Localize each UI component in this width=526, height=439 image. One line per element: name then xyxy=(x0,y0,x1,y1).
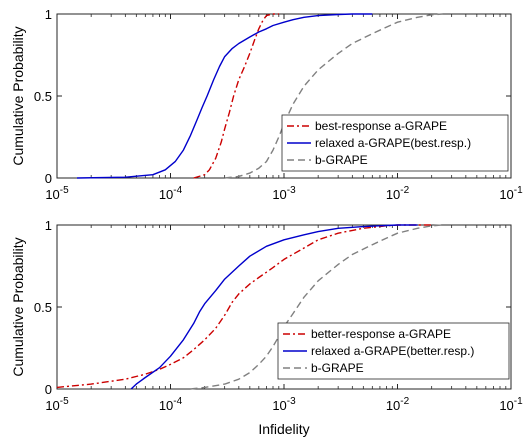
legend: best-response a-GRAPE relaxed a-GRAPE(bes… xyxy=(281,114,509,172)
legend-entry-label: relaxed a-GRAPE(better.resp.) xyxy=(311,344,474,358)
y-tick-label: 0 xyxy=(45,382,52,397)
x-tick-label: 10-5 xyxy=(45,396,69,413)
y-axis-label: Cumulative Probability xyxy=(10,237,26,376)
legend-box xyxy=(277,322,510,380)
x-tick-label: 10-2 xyxy=(386,396,410,413)
subplot-1: 10-5 10-4 10-3 10-2 10-1 0 0.5 1 Cumulative Prob… xyxy=(10,7,523,202)
x-axis-label: Infidelity xyxy=(258,421,309,437)
y-tick-label: 0 xyxy=(45,171,52,186)
x-tick-label: 10-5 xyxy=(45,185,69,202)
subplot-2: 10-5 10-4 10-3 10-2 10-1 0 0.5 1 Cumulative Prob… xyxy=(10,218,523,437)
x-tick-label: 10-4 xyxy=(159,396,183,413)
legend-entry-label: b-GRAPE xyxy=(311,361,364,375)
series-line-3 xyxy=(224,13,443,179)
x-tick-label: 10-3 xyxy=(272,185,296,202)
y-tick-label: 0.5 xyxy=(34,300,52,315)
x-tick-label: 10-1 xyxy=(499,185,523,202)
series-line-2 xyxy=(130,224,418,390)
legend-entry-label: b-GRAPE xyxy=(315,153,368,167)
series-line-2 xyxy=(76,13,373,179)
y-tick-label: 1 xyxy=(45,7,52,22)
y-axis-label: Cumulative Probability xyxy=(10,26,26,165)
legend: better-response a-GRAPE relaxed a-GRAPE(b… xyxy=(277,322,510,380)
x-tick-label: 10-2 xyxy=(386,185,410,202)
legend-entry-label: relaxed a-GRAPE(best.resp.) xyxy=(315,136,471,150)
legend-entry-label: better-response a-GRAPE xyxy=(311,327,451,341)
legend-entry-label: best-response a-GRAPE xyxy=(315,119,447,133)
y-tick-label: 1 xyxy=(45,218,52,233)
legend-box xyxy=(281,114,509,172)
x-tick-label: 10-4 xyxy=(159,185,183,202)
x-tick-label: 10-1 xyxy=(499,396,523,413)
x-tick-label: 10-3 xyxy=(272,396,296,413)
y-tick-label: 0.5 xyxy=(34,89,52,104)
series-line-3 xyxy=(190,224,443,390)
